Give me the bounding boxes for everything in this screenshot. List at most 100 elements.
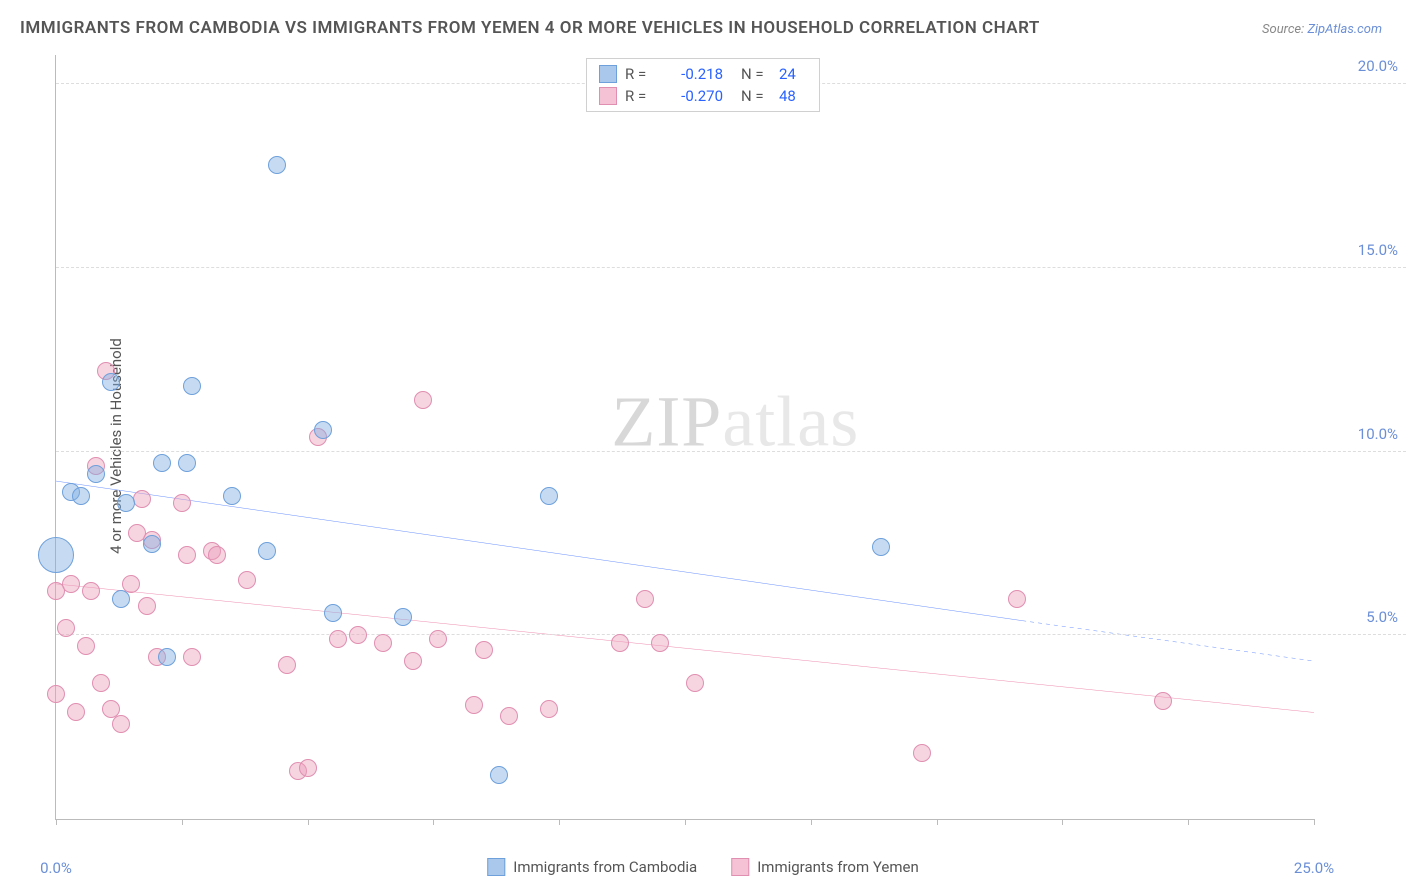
scatter-point (112, 715, 130, 733)
watermark-atlas: atlas (722, 381, 859, 461)
legend-stats: R = -0.218 N = 24 R = -0.270 N = 48 (586, 58, 820, 112)
scatter-point (490, 766, 508, 784)
scatter-point (872, 538, 890, 556)
scatter-point (173, 494, 191, 512)
r-label: R = (625, 65, 653, 83)
scatter-point (394, 608, 412, 626)
scatter-point (57, 619, 75, 637)
scatter-point (102, 373, 120, 391)
scatter-point (133, 490, 151, 508)
scatter-point (183, 377, 201, 395)
scatter-point (223, 487, 241, 505)
scatter-point (299, 759, 317, 777)
r-value-cambodia: -0.218 (661, 65, 723, 83)
scatter-point (72, 487, 90, 505)
scatter-point (1154, 692, 1172, 710)
plot-area: ZIPatlas 5.0%10.0%15.0%20.0%0.0%25.0% (55, 55, 1314, 820)
chart-title: IMMIGRANTS FROM CAMBODIA VS IMMIGRANTS F… (20, 18, 1040, 38)
x-tick (308, 819, 309, 825)
scatter-point (238, 571, 256, 589)
scatter-point (158, 648, 176, 666)
x-tick (685, 819, 686, 825)
legend-row-cambodia: R = -0.218 N = 24 (599, 63, 807, 85)
watermark-zip: ZIP (611, 381, 722, 461)
scatter-point (374, 634, 392, 652)
y-tick-label: 15.0% (1358, 241, 1398, 259)
swatch-yemen-icon (599, 87, 617, 105)
scatter-point (540, 487, 558, 505)
scatter-point (475, 641, 493, 659)
scatter-point (143, 535, 161, 553)
scatter-point (178, 546, 196, 564)
x-tick-label: 25.0% (1294, 859, 1334, 877)
scatter-point (82, 582, 100, 600)
scatter-point (686, 674, 704, 692)
source-prefix: Source: (1262, 22, 1307, 37)
scatter-point (324, 604, 342, 622)
scatter-point (651, 634, 669, 652)
scatter-point (465, 696, 483, 714)
n-label: N = (741, 87, 771, 105)
x-tick (811, 819, 812, 825)
scatter-point (1008, 590, 1026, 608)
scatter-point (62, 575, 80, 593)
x-tick (559, 819, 560, 825)
scatter-point (183, 648, 201, 666)
y-tick-label: 10.0% (1358, 425, 1398, 443)
scatter-point (349, 626, 367, 644)
y-tick-label: 5.0% (1366, 608, 1398, 626)
scatter-point (38, 537, 74, 573)
scatter-point (329, 630, 347, 648)
scatter-point (112, 590, 130, 608)
scatter-point (414, 391, 432, 409)
scatter-point (278, 656, 296, 674)
x-tick (1314, 819, 1315, 825)
scatter-point (117, 494, 135, 512)
scatter-point (404, 652, 422, 670)
x-tick (56, 819, 57, 825)
scatter-point (178, 454, 196, 472)
r-label: R = (625, 87, 653, 105)
gridline (56, 451, 1406, 452)
scatter-point (913, 744, 931, 762)
n-value-yemen: 48 (779, 87, 807, 105)
x-tick (937, 819, 938, 825)
scatter-point (500, 707, 518, 725)
swatch-cambodia-icon (487, 858, 505, 876)
r-value-yemen: -0.270 (661, 87, 723, 105)
gridline (56, 634, 1406, 635)
scatter-point (67, 703, 85, 721)
trend-lines (56, 55, 1314, 819)
scatter-point (92, 674, 110, 692)
scatter-point (87, 465, 105, 483)
series-name-yemen: Immigrants from Yemen (757, 858, 919, 876)
x-tick (182, 819, 183, 825)
legend-series: Immigrants from Cambodia Immigrants from… (487, 858, 919, 876)
scatter-point (540, 700, 558, 718)
n-value-cambodia: 24 (779, 65, 807, 83)
scatter-point (268, 156, 286, 174)
scatter-point (636, 590, 654, 608)
source-attribution: Source: ZipAtlas.com (1262, 22, 1382, 37)
scatter-point (47, 685, 65, 703)
n-label: N = (741, 65, 771, 83)
y-tick-label: 20.0% (1358, 57, 1398, 75)
x-tick-label: 0.0% (40, 859, 72, 877)
scatter-point (611, 634, 629, 652)
scatter-point (153, 454, 171, 472)
swatch-yemen-icon (731, 858, 749, 876)
scatter-point (77, 637, 95, 655)
legend-row-yemen: R = -0.270 N = 48 (599, 85, 807, 107)
scatter-point (258, 542, 276, 560)
scatter-point (314, 421, 332, 439)
x-tick (1062, 819, 1063, 825)
legend-item-cambodia: Immigrants from Cambodia (487, 858, 697, 876)
swatch-cambodia-icon (599, 65, 617, 83)
gridline (56, 267, 1406, 268)
scatter-point (138, 597, 156, 615)
x-tick (1188, 819, 1189, 825)
series-name-cambodia: Immigrants from Cambodia (513, 858, 697, 876)
source-link[interactable]: ZipAtlas.com (1307, 22, 1382, 37)
scatter-point (429, 630, 447, 648)
x-tick (433, 819, 434, 825)
